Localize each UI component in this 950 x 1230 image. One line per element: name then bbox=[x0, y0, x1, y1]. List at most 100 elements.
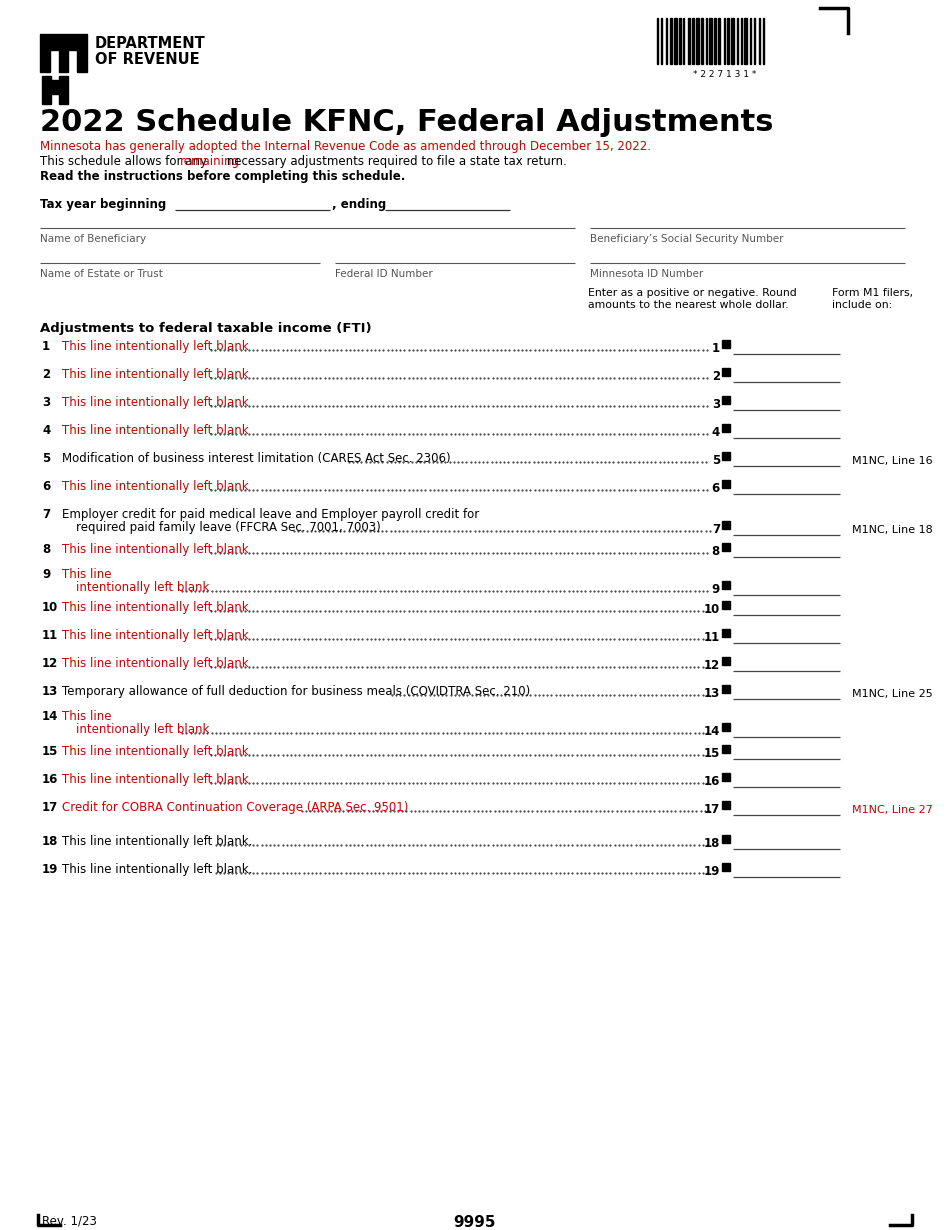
Text: 17: 17 bbox=[704, 803, 720, 815]
Bar bbox=[754, 18, 755, 64]
Text: 2: 2 bbox=[712, 370, 720, 383]
Bar bbox=[722, 657, 730, 665]
Bar bbox=[40, 34, 50, 73]
Text: Minnesota has generally adopted the Internal Revenue Code as amended through Dec: Minnesota has generally adopted the Inte… bbox=[40, 140, 651, 153]
Text: This line intentionally left blank.: This line intentionally left blank. bbox=[62, 835, 253, 847]
Bar bbox=[679, 18, 681, 64]
Text: This line intentionally left blank: This line intentionally left blank bbox=[62, 629, 249, 642]
Bar bbox=[722, 542, 730, 551]
Bar bbox=[722, 601, 730, 609]
Text: This line intentionally left blank: This line intentionally left blank bbox=[62, 339, 249, 353]
Bar bbox=[77, 34, 87, 73]
Text: , ending: , ending bbox=[332, 198, 387, 212]
Text: This line intentionally left blank.: This line intentionally left blank. bbox=[62, 863, 253, 876]
Text: 9: 9 bbox=[712, 583, 720, 597]
Bar bbox=[722, 480, 730, 488]
Text: Enter as a positive or negative. Round
amounts to the nearest whole dollar.: Enter as a positive or negative. Round a… bbox=[588, 288, 797, 310]
Text: 16: 16 bbox=[42, 772, 58, 786]
Bar bbox=[714, 18, 716, 64]
Text: Rev. 1/23: Rev. 1/23 bbox=[42, 1215, 97, 1228]
Bar bbox=[59, 34, 68, 73]
Text: 16: 16 bbox=[704, 775, 720, 788]
Bar bbox=[722, 863, 730, 871]
Bar bbox=[724, 18, 725, 64]
Text: 4: 4 bbox=[42, 424, 50, 437]
Text: Modification of business interest limitation (CARES Act Sec. 2306): Modification of business interest limita… bbox=[62, 451, 450, 465]
Bar bbox=[670, 18, 672, 64]
Bar bbox=[722, 723, 730, 731]
Text: 10: 10 bbox=[704, 603, 720, 616]
Text: This line intentionally left blank: This line intentionally left blank bbox=[62, 772, 249, 786]
Text: Read the instructions before completing this schedule.: Read the instructions before completing … bbox=[40, 170, 406, 183]
Bar bbox=[722, 451, 730, 460]
Bar bbox=[692, 18, 694, 64]
Text: Employer credit for paid medical leave and Employer payroll credit for: Employer credit for paid medical leave a… bbox=[62, 508, 479, 522]
Text: 17: 17 bbox=[42, 801, 58, 814]
Bar bbox=[688, 18, 690, 64]
Bar bbox=[722, 339, 730, 348]
Text: 19: 19 bbox=[704, 865, 720, 878]
Text: 13: 13 bbox=[704, 688, 720, 700]
Text: * 2 2 7 1 3 1 *: * 2 2 7 1 3 1 * bbox=[694, 70, 757, 79]
Bar bbox=[722, 685, 730, 692]
Text: 9: 9 bbox=[42, 568, 50, 581]
Bar bbox=[727, 18, 729, 64]
Bar bbox=[68, 34, 77, 50]
Text: 3: 3 bbox=[42, 396, 50, 410]
Text: 19: 19 bbox=[42, 863, 58, 876]
Text: 1: 1 bbox=[42, 339, 50, 353]
Text: 14: 14 bbox=[42, 710, 58, 723]
Text: intentionally left blank: intentionally left blank bbox=[76, 581, 209, 594]
Text: 12: 12 bbox=[42, 657, 58, 670]
Bar bbox=[741, 18, 742, 64]
Text: Credit for COBRA Continuation Coverage (ARPA Sec. 9501): Credit for COBRA Continuation Coverage (… bbox=[62, 801, 408, 814]
Text: M1NC, Line 27: M1NC, Line 27 bbox=[852, 804, 933, 815]
Text: This line intentionally left blank: This line intentionally left blank bbox=[62, 396, 249, 410]
Text: 11: 11 bbox=[42, 629, 58, 642]
Text: Name of Estate or Trust: Name of Estate or Trust bbox=[40, 269, 162, 279]
Text: 8: 8 bbox=[42, 542, 50, 556]
Text: 6: 6 bbox=[42, 480, 50, 493]
Text: Federal ID Number: Federal ID Number bbox=[335, 269, 433, 279]
Bar bbox=[722, 801, 730, 809]
Bar bbox=[750, 18, 751, 64]
Bar bbox=[731, 18, 734, 64]
Text: 14: 14 bbox=[704, 724, 720, 738]
Bar bbox=[683, 18, 684, 64]
Text: 7: 7 bbox=[42, 508, 50, 522]
Bar bbox=[737, 18, 738, 64]
Text: 7: 7 bbox=[712, 523, 720, 536]
Text: Adjustments to federal taxable income (FTI): Adjustments to federal taxable income (F… bbox=[40, 322, 371, 335]
Bar bbox=[759, 18, 760, 64]
Text: This line intentionally left blank: This line intentionally left blank bbox=[62, 480, 249, 493]
Text: This line intentionally left blank: This line intentionally left blank bbox=[62, 424, 249, 437]
Text: 4: 4 bbox=[712, 426, 720, 439]
Text: Tax year beginning: Tax year beginning bbox=[40, 198, 166, 212]
Text: This line intentionally left blank: This line intentionally left blank bbox=[62, 745, 249, 758]
Bar bbox=[706, 18, 707, 64]
Text: 18: 18 bbox=[42, 835, 58, 847]
Bar bbox=[666, 18, 667, 64]
Text: 5: 5 bbox=[42, 451, 50, 465]
Text: 13: 13 bbox=[42, 685, 58, 697]
Bar bbox=[50, 34, 59, 50]
Text: This line intentionally left blank: This line intentionally left blank bbox=[62, 657, 249, 670]
Text: 1: 1 bbox=[712, 342, 720, 355]
Text: remaining: remaining bbox=[180, 155, 239, 169]
Bar bbox=[722, 368, 730, 376]
Text: This line intentionally left blank: This line intentionally left blank bbox=[62, 368, 249, 381]
Text: Beneficiary’s Social Security Number: Beneficiary’s Social Security Number bbox=[590, 234, 784, 244]
Bar bbox=[763, 18, 764, 64]
Text: 8: 8 bbox=[712, 545, 720, 558]
Text: intentionally left blank: intentionally left blank bbox=[76, 723, 209, 736]
Text: Minnesota ID Number: Minnesota ID Number bbox=[590, 269, 703, 279]
Bar bbox=[744, 18, 747, 64]
Text: DEPARTMENT: DEPARTMENT bbox=[95, 36, 206, 50]
Text: M1NC, Line 16: M1NC, Line 16 bbox=[852, 456, 933, 466]
Bar bbox=[722, 629, 730, 637]
Text: 9995: 9995 bbox=[454, 1215, 496, 1230]
Text: This line: This line bbox=[62, 710, 111, 723]
Text: This line intentionally left blank: This line intentionally left blank bbox=[62, 542, 249, 556]
Bar bbox=[42, 76, 51, 105]
Bar bbox=[51, 80, 59, 93]
